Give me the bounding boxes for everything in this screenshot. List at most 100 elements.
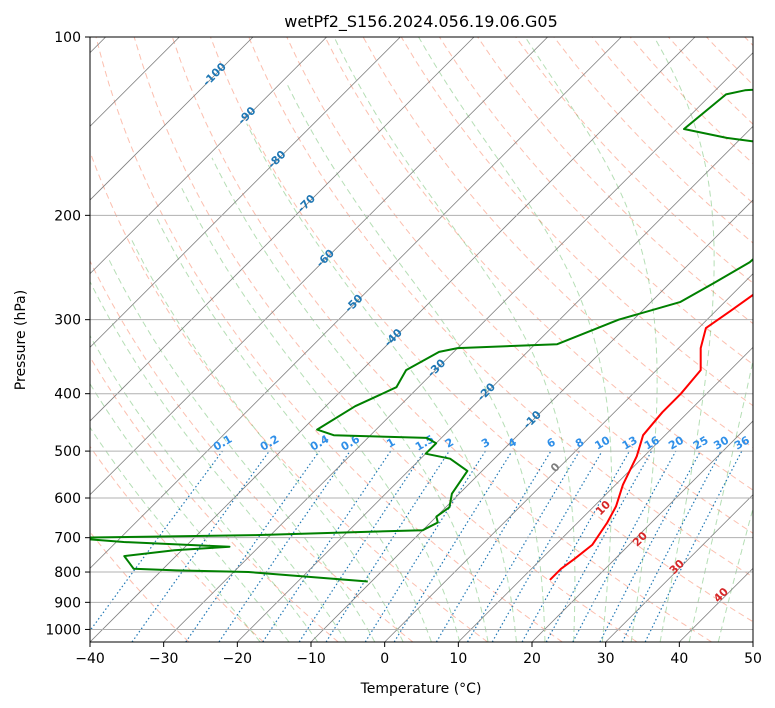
dry-adiabat (591, 37, 753, 204)
mixing-ratio-line (572, 450, 677, 642)
mixing-ratio-label: 3 (479, 436, 492, 451)
dry-adiabat (95, 37, 563, 642)
mixing-ratio-line (90, 450, 223, 632)
mixing-ratio-label: 13 (620, 434, 640, 453)
mixing-ratio-label: 0.4 (308, 432, 332, 453)
y-tick-label: 600 (54, 491, 81, 507)
x-tick-label: 0 (380, 651, 389, 667)
isotherm-label: -70 (295, 192, 318, 215)
dry-adiabat (286, 37, 753, 534)
x-tick-label: 50 (744, 651, 762, 667)
isotherm-label: -10 (521, 408, 544, 431)
y-tick-label: 400 (54, 387, 81, 403)
grid (90, 36, 753, 630)
dry-adiabat (515, 37, 753, 284)
isotherm-line (679, 567, 753, 642)
mixing-ratio-line (545, 450, 653, 642)
isotherm-line (384, 273, 753, 642)
moist-adiabat (653, 37, 715, 642)
mixing-ratio-line (644, 450, 743, 642)
moist-adiabat (333, 37, 576, 642)
moist-adiabat (90, 382, 290, 642)
isotherm-line (90, 37, 254, 201)
moist-adiabat (90, 426, 261, 642)
mixing-ratio-label: 8 (573, 436, 586, 451)
moist-adiabat (90, 280, 347, 642)
dry-adiabat (90, 259, 414, 642)
dewpoint-line (90, 88, 753, 583)
isotherm-label: -90 (235, 104, 258, 127)
isotherm-line (90, 37, 401, 348)
mixing-ratio-label: 30 (711, 433, 731, 452)
series-group (90, 88, 753, 583)
isotherm-line (605, 494, 753, 642)
moist-adiabat (211, 157, 489, 642)
mixing-ratio-label: 36 (732, 433, 752, 452)
isotherm-line (90, 37, 475, 422)
y-tick-label: 1000 (45, 622, 81, 638)
x-tick-label: −10 (296, 651, 326, 667)
moist-adiabat (90, 334, 319, 642)
mixing-ratio-label: 16 (642, 433, 662, 452)
dry-adiabat (133, 37, 638, 642)
moist-adiabat (107, 256, 376, 642)
isotherm-label: -80 (265, 148, 288, 171)
y-tick-label: 200 (54, 208, 81, 224)
isotherm-line (90, 37, 548, 496)
y-tick-label: 300 (54, 313, 81, 329)
mixing-ratio-label: 20 (666, 433, 686, 452)
x-axis-title: Temperature (°C) (360, 681, 482, 697)
mixing-ratio-line (599, 450, 702, 642)
dry-adiabat (90, 356, 339, 642)
x-tick-label: 30 (597, 651, 615, 667)
isotherm-line (237, 125, 753, 642)
dry-adiabat (90, 445, 264, 642)
chart-title: wetPf2_S156.2024.056.19.06.G05 (284, 12, 558, 32)
moist-adiabat (286, 83, 546, 642)
moist-adiabat (717, 506, 753, 642)
mixing-ratio-line (521, 450, 631, 642)
mixing-ratio-label: 10 (593, 433, 613, 452)
y-axis: 100 200 300 400 500 600 700 800 900 1000 (45, 30, 90, 638)
x-axis: −40 −30 −20 −10 0 10 20 30 40 50 (75, 642, 762, 667)
x-tick-label: 20 (523, 651, 541, 667)
isotherm-label: -100 (200, 60, 229, 89)
moist-adiabat (131, 239, 404, 642)
isotherm-line (752, 641, 753, 642)
isotherm-line (310, 199, 753, 642)
moist-adiabat (418, 37, 613, 642)
mixing-ratio-label: 0.2 (258, 433, 281, 454)
dry-adiabat (171, 37, 712, 642)
mixing-ratio-line (325, 450, 450, 642)
y-tick-label: 500 (54, 444, 81, 460)
mixing-ratio-label: 1.5 (413, 433, 436, 454)
mixing-ratio-line (435, 450, 552, 642)
isotherm-label: -40 (382, 326, 405, 349)
isotherm-line (531, 420, 753, 642)
moist-adiabat (154, 215, 432, 642)
moist-adiabat (688, 358, 753, 642)
x-tick-label: −40 (75, 651, 105, 667)
y-tick-label: 900 (54, 595, 81, 611)
dry-adiabat (706, 37, 753, 86)
y-axis-title: Pressure (hPa) (13, 290, 29, 390)
mixing-ratio-label: 4 (506, 435, 519, 450)
y-tick-label: 100 (54, 30, 81, 46)
y-tick-label: 700 (54, 531, 81, 547)
dry-adiabat (744, 37, 753, 47)
mixing-ratio-label: 6 (545, 435, 558, 450)
temperature-line (549, 293, 753, 581)
moist-adiabat-label: 0 (548, 460, 563, 475)
moist-adiabat (246, 123, 517, 642)
dry-adiabat (477, 37, 753, 325)
x-tick-label: 10 (449, 651, 467, 667)
mixing-ratio-line (218, 450, 351, 642)
x-tick-label: −20 (223, 651, 253, 667)
isotherm-label: -50 (342, 292, 365, 315)
moist-adiabat-label: 20 (630, 529, 650, 549)
dry-adiabat (324, 37, 753, 491)
isotherm-label: -20 (475, 380, 498, 403)
x-tick-label: −30 (149, 651, 179, 667)
dry-adiabat (90, 150, 488, 642)
